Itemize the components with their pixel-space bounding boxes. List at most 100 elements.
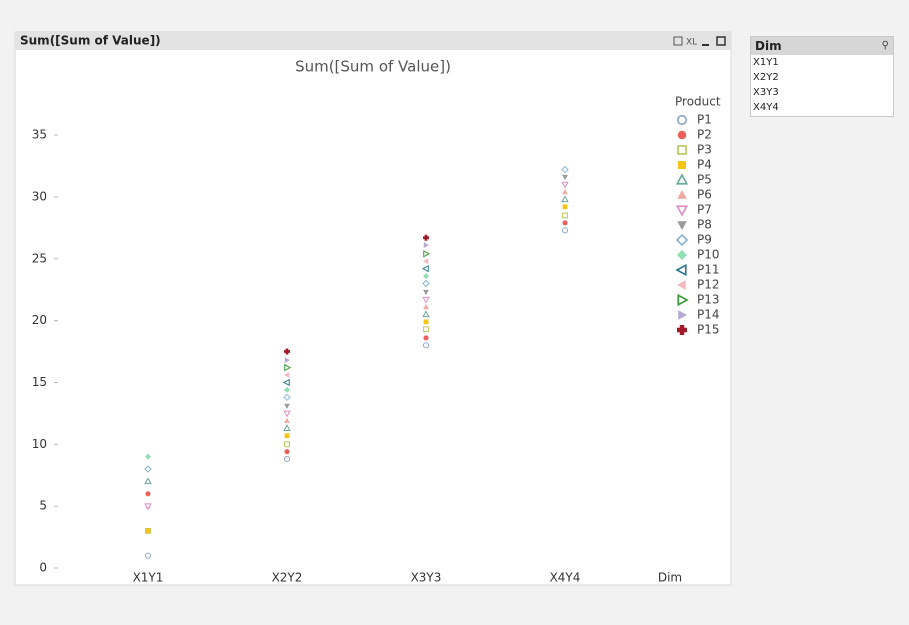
data-point [422, 296, 430, 304]
data-point [284, 348, 290, 355]
data-point [284, 403, 290, 409]
y-tick-label: 5 [39, 499, 47, 513]
legend-label: P5 [697, 173, 712, 187]
legend-marker [678, 161, 686, 169]
y-tick-label: 15 [32, 375, 47, 389]
data-point [144, 503, 152, 511]
data-point [283, 456, 291, 463]
x-tick-label: X3Y3 [411, 571, 442, 585]
legend-marker [675, 205, 689, 217]
legend-label: P10 [697, 248, 720, 262]
search-icon[interactable]: ⚲ [881, 40, 889, 51]
legend-label: P13 [697, 293, 720, 307]
legend-label: P14 [697, 308, 720, 322]
data-point [423, 234, 429, 241]
data-point [284, 433, 290, 439]
legend-label: P15 [697, 323, 720, 337]
data-point [284, 372, 290, 378]
data-point [284, 441, 290, 448]
legend-marker [677, 130, 687, 140]
legend-label: P7 [697, 203, 712, 217]
caption-bar [15, 32, 731, 50]
listbox: Dim ⚲ X1Y1 X2Y2 X3Y3 X4Y4 [750, 36, 894, 117]
data-point [144, 552, 152, 559]
listbox-item[interactable]: X3Y3 [753, 87, 779, 98]
data-point [561, 227, 569, 234]
legend-marker [677, 221, 687, 230]
data-point [562, 212, 568, 219]
data-point [423, 319, 429, 325]
data-point [423, 250, 431, 258]
data-point [284, 357, 290, 364]
data-point [561, 165, 569, 174]
data-point [284, 386, 290, 393]
data-point [282, 378, 290, 387]
x-axis-title: Dim [658, 571, 682, 585]
legend-marker [678, 310, 687, 320]
legend-marker [676, 114, 688, 126]
data-point [283, 393, 291, 402]
listbox-title: Dim ⚲ [751, 37, 893, 55]
legend-label: P1 [697, 113, 712, 127]
data-point [283, 424, 291, 431]
data-point [145, 528, 151, 534]
legend-marker [675, 263, 687, 277]
x-tick-label: X2Y2 [272, 571, 303, 585]
data-point [145, 491, 151, 497]
x-tick-label: X1Y1 [133, 571, 164, 585]
y-tick-label: 35 [32, 128, 47, 142]
data-point [284, 417, 290, 424]
window-title: Sum([Sum of Value]) [20, 34, 161, 48]
y-tick-label: 0 [39, 561, 47, 575]
legend-marker [677, 325, 687, 335]
legend-marker [675, 233, 689, 247]
data-point [422, 342, 430, 349]
listbox-item[interactable]: X2Y2 [753, 72, 779, 83]
legend-label: P12 [697, 278, 720, 292]
listbox-items: X1Y1 X2Y2 X3Y3 X4Y4 [751, 55, 893, 115]
legend-marker [677, 250, 687, 260]
data-point [144, 465, 152, 473]
x-tick-label: X4Y4 [550, 571, 581, 585]
listbox-title-text: Dim [755, 39, 782, 53]
legend-marker [675, 173, 689, 185]
data-point [423, 258, 429, 265]
data-point [284, 449, 290, 455]
legend-title: Product [675, 95, 721, 109]
maximize-button[interactable] [716, 36, 726, 46]
data-point [284, 363, 292, 372]
data-point [562, 220, 568, 226]
data-point [561, 195, 569, 203]
legend-label: P3 [697, 143, 712, 157]
data-point [423, 242, 429, 248]
data-point [423, 303, 429, 310]
y-tick-label: 25 [32, 251, 47, 265]
data-point [423, 326, 429, 333]
data-point [562, 174, 568, 181]
legend-label: P11 [697, 263, 720, 277]
xl-button[interactable]: XL [686, 38, 697, 48]
data-point [145, 453, 151, 460]
chart-title: Sum([Sum of Value]) [295, 58, 451, 76]
legend-label: P6 [697, 188, 712, 202]
data-point [561, 181, 569, 189]
y-tick-label: 10 [32, 437, 47, 451]
data-point [423, 335, 429, 341]
legend-label: P2 [697, 128, 712, 142]
data-point [562, 204, 568, 210]
data-point [423, 273, 429, 280]
chart-panel [14, 31, 732, 586]
y-tick-label: 30 [32, 189, 47, 203]
legend-marker [677, 293, 689, 307]
listbox-item[interactable]: X4Y4 [753, 102, 779, 113]
legend-marker [677, 280, 686, 290]
legend-marker [677, 145, 687, 155]
legend-label: P9 [697, 233, 712, 247]
print-icon[interactable] [673, 36, 683, 46]
listbox-item[interactable]: X1Y1 [753, 57, 779, 68]
y-tick-label: 20 [32, 313, 47, 327]
legend-marker [677, 190, 687, 199]
data-point [423, 289, 429, 296]
